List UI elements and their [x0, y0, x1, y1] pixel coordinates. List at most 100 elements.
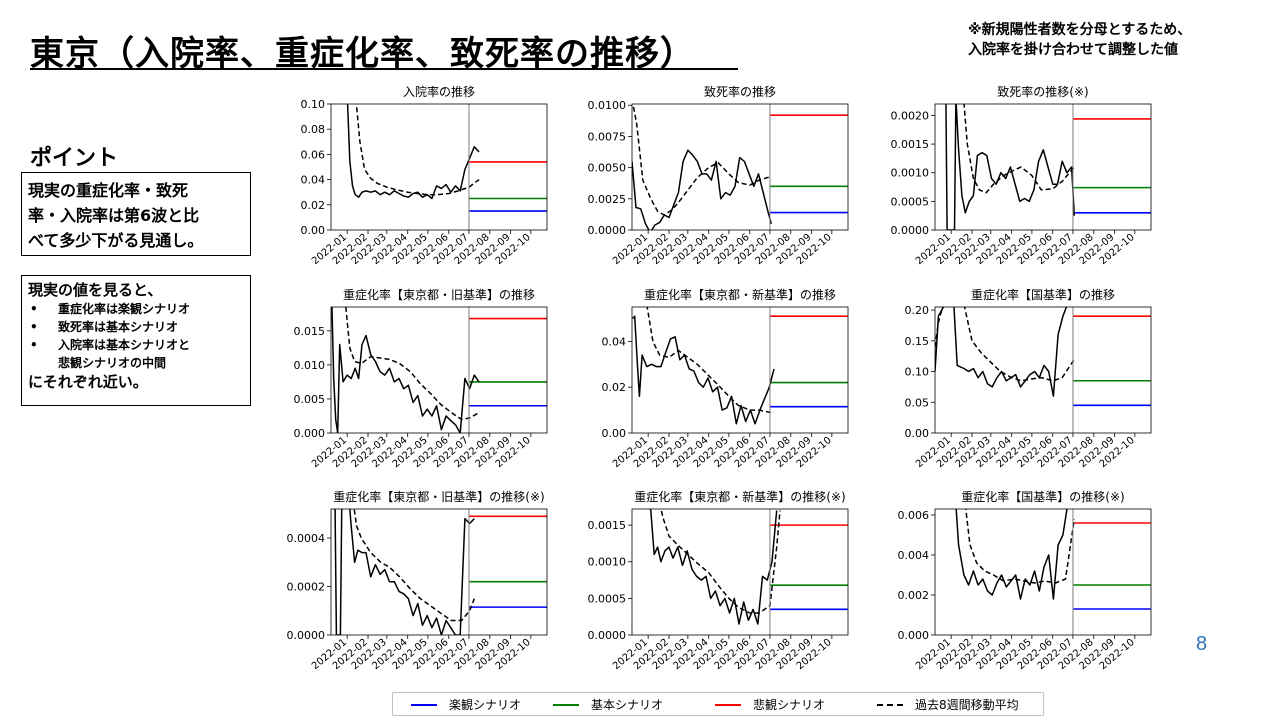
chart-plot-area: [649, 509, 848, 625]
chart-title: 致死率の推移: [704, 84, 776, 99]
chart-title: 重症化率【国基準】の推移: [971, 287, 1115, 302]
chart-title: 重症化率【東京都・旧基準】の推移: [343, 287, 535, 302]
actual-series-line: [346, 104, 480, 200]
point-intro: 現実の値を見ると、: [28, 281, 163, 299]
y-tick-label: 0.15: [905, 335, 930, 348]
moving-average-line: [646, 307, 774, 414]
y-tick-label: 0.02: [301, 199, 326, 212]
y-tick-label: 0.0050: [588, 162, 627, 175]
y-tick-label: 0.0000: [588, 224, 627, 237]
actual-series-line: [632, 315, 775, 425]
y-tick-label: 0.000: [294, 427, 326, 440]
point-line: 現実の重症化率・致死: [28, 181, 189, 200]
y-tick-label: 0.0004: [287, 532, 326, 545]
point-line: べて多少下がる見通し。: [28, 231, 204, 250]
chart-frame: [631, 508, 849, 636]
chart-plot-area: [346, 104, 547, 212]
chart-panel-4: 重症化率【東京都・旧基準】の推移0.0000.0050.0100.0152022…: [294, 287, 548, 470]
footnote-line-1: ※新規陽性者数を分母とするため、: [968, 22, 1192, 38]
y-tick-label: 0.05: [905, 396, 930, 409]
chart-plot-area: [935, 307, 1151, 407]
legend-label-moving-average: 過去8週間移動平均: [915, 698, 1019, 712]
moving-average-line: [632, 104, 772, 216]
footnote-box: ※新規陽性者数を分母とするため、 入院率を掛け合わせて調整した値: [968, 20, 1191, 60]
y-tick-label: 0.0100: [588, 99, 627, 112]
y-tick-label: 0.04: [602, 335, 627, 348]
legend-label-base: 基本シナリオ: [591, 698, 664, 712]
chart-panel-6: 重症化率【国基準】の推移0.000.050.100.150.202022-012…: [905, 287, 1152, 470]
y-tick-label: 0.10: [905, 366, 930, 379]
y-tick-label: 0.002: [898, 589, 930, 602]
bullet-icon: •: [30, 338, 38, 352]
y-tick-label: 0.10: [301, 98, 326, 111]
y-tick-label: 0.04: [301, 174, 326, 187]
y-tick-label: 0.0000: [287, 629, 326, 642]
y-tick-label: 0.000: [898, 629, 930, 642]
point-list: • 重症化率は楽観シナリオ • 致死率は基本シナリオ • 入院率は基本シナリオと 悲観…: [28, 300, 244, 372]
chart-panel-7: 重症化率【東京都・旧基準】の推移(※)0.00000.00020.0004202…: [287, 489, 548, 672]
actual-series-line: [935, 307, 1068, 397]
actual-series-line: [649, 509, 778, 625]
actual-series-line: [945, 104, 1076, 230]
chart-panel-5: 重症化率【東京都・新基準】の推移0.000.020.042022-012022-…: [602, 287, 849, 470]
chart-frame: [631, 306, 849, 434]
chart-panel-2: 致死率の推移0.00000.00250.00500.00750.01002022…: [588, 84, 849, 267]
chart-frame: [330, 508, 548, 636]
title-underline: [30, 68, 738, 70]
y-tick-label: 0.06: [301, 148, 326, 161]
chart-panel-3: 致死率の推移(※)0.00000.00050.00100.00150.00202…: [891, 84, 1152, 267]
chart-frame: [330, 103, 548, 231]
chart-frame: [934, 306, 1152, 434]
chart-legend: 楽観シナリオ 基本シナリオ 悲観シナリオ 過去8週間移動平均: [392, 692, 1044, 716]
y-tick-label: 0.006: [898, 509, 930, 522]
chart-plot-area: [632, 104, 848, 230]
y-tick-label: 0.0010: [588, 556, 627, 569]
point-line: 率・入院率は第6波と比: [28, 206, 200, 225]
y-tick-label: 0.0015: [588, 519, 627, 532]
moving-average-line: [935, 307, 1075, 382]
point-list-item-continuation: 悲観シナリオの中間: [28, 354, 244, 372]
point-list-text: 入院率は基本シナリオと: [58, 338, 191, 352]
point-list-item: • 重症化率は楽観シナリオ: [28, 300, 244, 318]
footnote-line-2: 入院率を掛け合わせて調整した値: [968, 42, 1178, 58]
chart-grid: 入院率の推移0.000.020.040.060.080.102022-01202…: [287, 84, 1152, 672]
point-list-text: 致死率は基本シナリオ: [58, 320, 179, 334]
moving-average-line: [963, 104, 1075, 194]
chart-frame: [934, 103, 1152, 231]
moving-average-line: [345, 307, 480, 421]
y-tick-label: 0.0002: [287, 581, 326, 594]
y-tick-label: 0.0020: [891, 109, 930, 122]
slide-title: 東京（入院率、重症化率、致死率の推移）: [30, 34, 695, 74]
chart-frame: [330, 306, 548, 434]
chart-title: 入院率の推移: [403, 84, 475, 99]
y-tick-label: 0.0005: [588, 592, 627, 605]
chart-plot-area: [955, 509, 1151, 610]
y-tick-label: 0.0005: [891, 195, 930, 208]
chart-title: 致死率の推移(※): [997, 84, 1088, 99]
chart-panel-9: 重症化率【国基準】の推移(※)0.0000.0020.0040.0062022-…: [898, 489, 1152, 672]
y-tick-label: 0.0025: [588, 193, 627, 206]
legend-label-optimistic: 楽観シナリオ: [449, 698, 522, 712]
chart-title: 重症化率【東京都・新基準】の推移(※): [634, 489, 845, 504]
legend-swatch-moving-average: [877, 704, 903, 706]
chart-frame: [631, 103, 849, 231]
chart-plot-area: [334, 509, 547, 635]
point-box-detail: 現実の値を見ると、 • 重症化率は楽観シナリオ • 致死率は基本シナリオ • 入院率は…: [21, 275, 251, 406]
bullet-icon: •: [30, 302, 38, 316]
y-tick-label: 0.0000: [891, 224, 930, 237]
chart-title: 重症化率【東京都・新基準】の推移: [644, 287, 836, 302]
bullet-icon: •: [30, 320, 38, 334]
legend-swatch-optimistic: [411, 704, 437, 706]
chart-plot-area: [945, 104, 1151, 230]
moving-average-line: [660, 509, 781, 614]
chart-title: 重症化率【東京都・旧基準】の推移(※): [333, 489, 544, 504]
y-tick-label: 0.004: [898, 549, 930, 562]
y-tick-label: 0.00: [602, 427, 627, 440]
y-tick-label: 0.005: [294, 393, 326, 406]
chart-title: 重症化率【国基準】の推移(※): [961, 489, 1124, 504]
legend-label-pessimistic: 悲観シナリオ: [753, 698, 826, 712]
chart-panel-1: 入院率の推移0.000.020.040.060.080.102022-01202…: [301, 84, 548, 267]
page-number: 8: [1196, 633, 1208, 655]
y-tick-label: 0.02: [602, 381, 627, 394]
chart-plot-area: [632, 307, 848, 425]
